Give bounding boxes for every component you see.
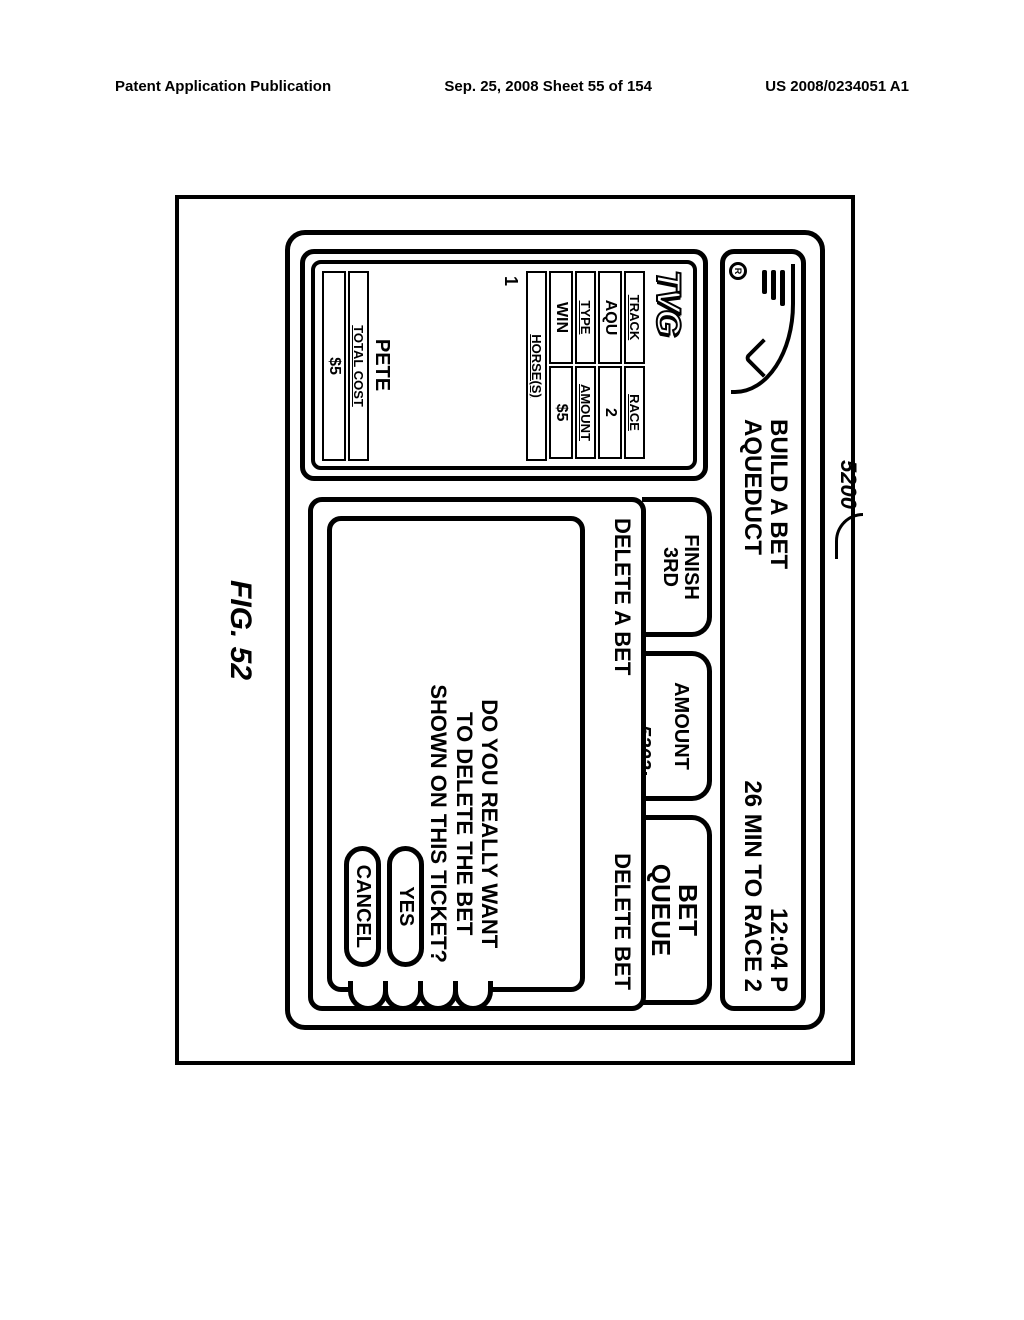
yes-button[interactable]: YES	[387, 846, 424, 967]
header-center: Sep. 25, 2008 Sheet 55 of 154	[444, 78, 652, 95]
header-right: US 2008/0234051 A1	[765, 78, 909, 95]
label-type: TYPE	[575, 271, 596, 364]
title-block: BUILD A BET AQUEDUCT	[738, 419, 791, 569]
val-race: 2	[598, 366, 622, 459]
figure-frame: 5200 R BUILD A BET AQUEDUCT 12:04 P 26 M…	[175, 195, 855, 1065]
tv-screen: R BUILD A BET AQUEDUCT 12:04 P 26 MIN TO…	[285, 230, 825, 1030]
content-panel: DELETE A BET DELETE BET DO YOU REALLY WA…	[308, 497, 646, 1011]
ticket: TVG TRACK RACE AQU 2 TYPE AMOUNT WIN	[311, 260, 697, 470]
horse-name: PETE	[370, 270, 393, 460]
page-header: Patent Application Publication Sep. 25, …	[115, 78, 909, 95]
registered-icon: R	[729, 262, 747, 280]
header-left: Patent Application Publication	[115, 78, 331, 95]
figure-label: FIG. 52	[223, 580, 257, 680]
val-total: $5	[322, 271, 346, 461]
ticket-panel: TVG TRACK RACE AQU 2 TYPE AMOUNT WIN	[300, 249, 708, 481]
title-line2: AQUEDUCT	[738, 419, 764, 569]
logo-swoosh: R	[731, 264, 795, 394]
tab-finish[interactable]: FINISH3RD	[642, 497, 712, 637]
clock: 12:04 P	[765, 780, 791, 992]
cancel-button[interactable]: CANCEL	[344, 846, 381, 967]
ref-5200: 5200	[835, 460, 863, 559]
label-total: TOTAL COST	[348, 271, 369, 461]
val-type: WIN	[549, 271, 573, 364]
time-block: 12:04 P 26 MIN TO RACE 2	[738, 780, 791, 992]
label-race: RACE	[624, 366, 645, 459]
countdown: 26 MIN TO RACE 2	[738, 780, 764, 992]
rotated-figure: 5200 R BUILD A BET AQUEDUCT 12:04 P 26 M…	[205, 230, 825, 1030]
dialog-message: DO YOU REALLY WANT TO DELETE THE BET SHO…	[426, 684, 502, 963]
topbar: R BUILD A BET AQUEDUCT 12:04 P 26 MIN TO…	[720, 249, 806, 1011]
val-amount: $5	[549, 366, 573, 459]
val-track: AQU	[598, 271, 622, 364]
checkmark-icon	[743, 338, 783, 378]
heading-delete-a-bet: DELETE A BET	[609, 518, 635, 675]
horse-number: 1	[496, 270, 525, 460]
label-horses: HORSE(S)	[526, 271, 547, 461]
label-amount: AMOUNT	[575, 366, 596, 459]
title-line1: BUILD A BET	[765, 419, 791, 569]
confirm-dialog: DO YOU REALLY WANT TO DELETE THE BET SHO…	[327, 516, 585, 992]
heading-delete-bet: DELETE BET	[609, 853, 635, 990]
scroll-bumps-icon	[353, 981, 493, 1011]
tvg-brand: TVG	[648, 270, 687, 460]
label-track: TRACK	[624, 271, 645, 364]
